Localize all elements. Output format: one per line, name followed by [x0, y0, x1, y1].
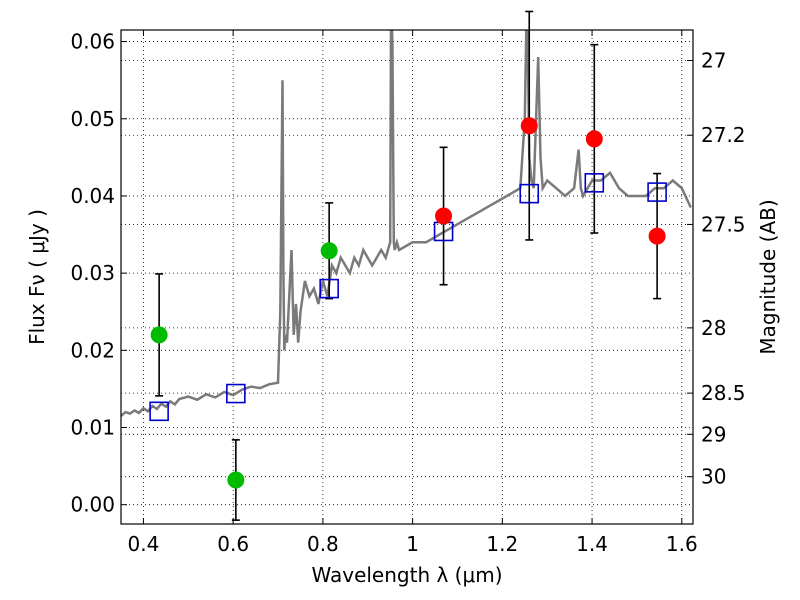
- y2-tick-label: 29: [701, 422, 726, 446]
- y2-tick-label: 28.5: [701, 381, 746, 405]
- plot-area: [121, 30, 693, 524]
- nir-flux-point: [520, 117, 538, 135]
- nir-flux-point: [435, 207, 453, 225]
- x-tick-label: 0.6: [217, 532, 249, 556]
- y2-tick-label: 27.5: [701, 212, 746, 236]
- nir-flux-point: [585, 130, 603, 148]
- model-band-marker: [584, 173, 605, 193]
- y-tick-label: 0.04: [70, 184, 115, 208]
- model-band-marker: [319, 278, 339, 299]
- x-tick-label: 0.4: [128, 532, 160, 556]
- optical-flux-point: [150, 326, 168, 344]
- x-tick-label: 1.2: [486, 532, 518, 556]
- x-axis-title: Wavelength λ (μm): [311, 563, 502, 587]
- model-band-marker: [519, 183, 540, 204]
- y2-tick-label: 30: [701, 465, 726, 489]
- axis-ticks: 0.4 0.6 0.8 1 1.2 1.4 1.6 0.00 0.01 0.02 0.03 0.04 0…: [70, 30, 745, 556]
- model-band-marker: [149, 401, 169, 422]
- x-tick-label: 1: [406, 532, 419, 556]
- y2-tick-label: 27: [701, 49, 726, 73]
- y-tick-label: 0.05: [70, 107, 115, 131]
- x-tick-label: 0.8: [307, 532, 339, 556]
- spectrum-line: [121, 30, 692, 417]
- x-tick-label: 1.4: [576, 532, 608, 556]
- y2-tick-label: 28: [701, 316, 726, 340]
- y-tick-label: 0.02: [70, 338, 115, 362]
- x-tick-label: 1.6: [666, 532, 698, 556]
- template-spectrum: [121, 30, 692, 417]
- data-markers: [149, 117, 667, 489]
- optical-flux-point: [320, 242, 338, 260]
- model-band-marker: [226, 383, 246, 404]
- y-axis-title: Flux Fν ( μJy ): [25, 209, 49, 345]
- nir-flux-point: [648, 227, 666, 245]
- grid: [121, 30, 693, 524]
- y-tick-label: 0.00: [70, 493, 115, 517]
- optical-flux-point: [227, 471, 245, 489]
- y-tick-label: 0.06: [70, 30, 115, 54]
- y-tick-label: 0.03: [70, 261, 115, 285]
- plot-frame: [120, 29, 694, 525]
- model-band-marker: [647, 182, 667, 202]
- y2-axis-title: Magnitude (AB): [756, 199, 780, 354]
- y-tick-label: 0.01: [70, 416, 115, 440]
- y2-tick-label: 27.2: [701, 123, 746, 147]
